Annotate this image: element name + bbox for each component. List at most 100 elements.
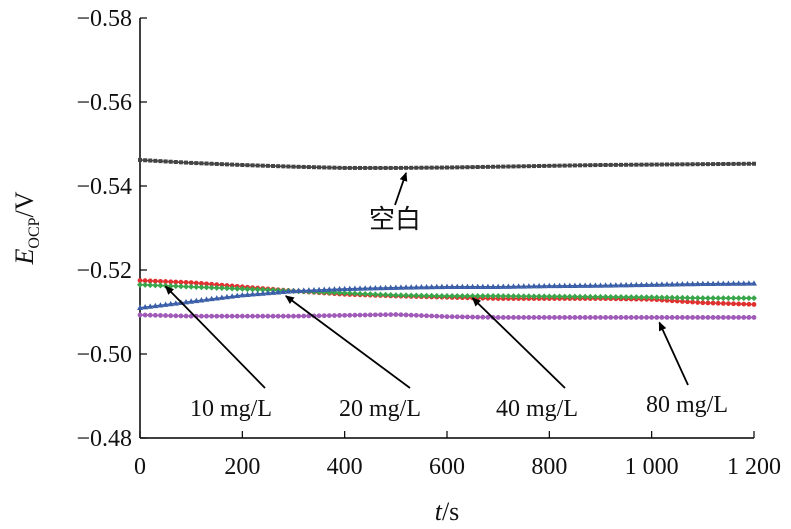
data-point — [372, 284, 379, 291]
data-point — [347, 165, 352, 170]
data-point — [715, 295, 722, 302]
data-point — [741, 315, 747, 320]
data-point — [352, 165, 357, 170]
data-point — [351, 290, 358, 297]
data-point — [137, 278, 143, 283]
data-point — [239, 285, 246, 292]
data-point — [557, 163, 562, 168]
data-point — [378, 312, 383, 318]
data-point — [408, 292, 415, 299]
data-point — [157, 302, 164, 308]
y-tick-label: −0.58 — [76, 6, 132, 32]
data-point — [158, 159, 163, 164]
data-point — [571, 293, 578, 300]
data-point — [363, 165, 368, 170]
data-point — [598, 315, 603, 320]
data-point — [736, 301, 742, 307]
data-point — [224, 313, 230, 319]
data-point — [434, 313, 440, 319]
data-point — [634, 162, 639, 167]
data-point — [541, 282, 548, 289]
data-point — [341, 285, 348, 292]
data-point — [710, 295, 717, 302]
data-point — [336, 285, 343, 292]
data-point — [505, 283, 512, 289]
data-point — [552, 163, 557, 168]
data-point — [413, 312, 419, 318]
data-point — [332, 313, 337, 318]
data-point — [341, 290, 348, 297]
data-point — [710, 300, 716, 306]
annotation-arrow — [285, 295, 411, 389]
data-point — [459, 293, 466, 300]
data-point — [505, 293, 512, 300]
data-point — [183, 279, 189, 285]
data-point — [542, 163, 547, 168]
data-point — [520, 293, 527, 300]
data-point — [367, 291, 374, 298]
data-point — [715, 300, 721, 306]
data-point — [387, 291, 394, 298]
data-point — [152, 312, 158, 318]
data-point — [608, 162, 613, 167]
data-point — [649, 162, 654, 167]
data-point — [346, 290, 353, 297]
data-point — [731, 315, 736, 320]
data-point — [669, 315, 675, 320]
data-point — [730, 280, 737, 286]
data-point — [403, 292, 410, 299]
data-point — [654, 162, 659, 167]
data-point — [434, 165, 439, 170]
data-point — [602, 293, 609, 300]
data-point — [618, 315, 624, 320]
data-point — [566, 293, 573, 300]
data-point — [326, 286, 333, 292]
data-point — [629, 162, 634, 167]
data-point — [720, 315, 726, 320]
data-point — [465, 314, 470, 320]
data-point — [751, 280, 757, 286]
data-point — [204, 161, 209, 166]
data-point — [694, 280, 701, 287]
data-point — [582, 282, 589, 288]
data-point — [670, 162, 675, 167]
data-point — [424, 313, 429, 319]
data-point — [572, 315, 578, 320]
data-point — [500, 293, 507, 300]
data-point — [445, 165, 449, 170]
data-point — [317, 165, 322, 170]
data-point — [475, 165, 480, 170]
data-point — [172, 283, 179, 290]
data-point — [198, 284, 205, 291]
data-point — [618, 162, 623, 167]
data-point — [459, 283, 466, 289]
data-point — [587, 282, 594, 288]
data-point — [438, 283, 445, 290]
data-point — [699, 295, 706, 302]
data-point — [382, 284, 389, 291]
data-point — [152, 302, 159, 309]
data-point — [137, 281, 143, 288]
data-point — [612, 294, 619, 301]
data-point — [715, 280, 722, 286]
data-point — [285, 288, 292, 294]
data-point — [582, 293, 589, 300]
data-point — [643, 294, 650, 301]
annotation-arrow — [164, 285, 266, 389]
data-point — [602, 282, 609, 288]
data-point — [275, 313, 281, 319]
data-point — [577, 293, 584, 300]
data-point — [439, 314, 445, 319]
data-point — [639, 315, 644, 320]
data-point — [752, 161, 756, 166]
data-point — [470, 314, 475, 320]
data-point — [223, 285, 230, 292]
data-point — [419, 165, 424, 170]
data-point — [679, 294, 686, 301]
data-point — [623, 281, 630, 288]
data-point — [716, 162, 721, 167]
data-point — [659, 315, 665, 320]
data-point — [418, 284, 425, 290]
data-point — [183, 313, 189, 319]
data-point — [373, 165, 378, 170]
